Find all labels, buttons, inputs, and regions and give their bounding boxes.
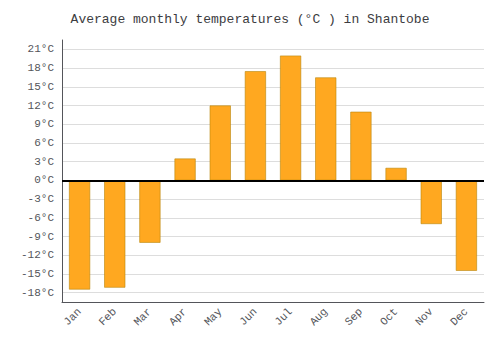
svg-text:-15°C: -15°C: [21, 268, 54, 280]
svg-text:Feb: Feb: [97, 306, 119, 328]
svg-text:Oct: Oct: [378, 306, 400, 328]
svg-text:Mar: Mar: [132, 306, 154, 328]
svg-text:6°C: 6°C: [34, 137, 54, 149]
svg-text:Apr: Apr: [167, 306, 189, 328]
svg-text:Nov: Nov: [413, 305, 436, 328]
svg-text:Aug: Aug: [308, 306, 330, 328]
svg-text:-18°C: -18°C: [21, 287, 54, 299]
svg-text:Jul: Jul: [272, 306, 294, 328]
svg-text:Sep: Sep: [343, 306, 365, 328]
svg-text:18°C: 18°C: [28, 62, 55, 74]
svg-text:Jun: Jun: [237, 306, 259, 328]
svg-text:15°C: 15°C: [28, 81, 55, 93]
svg-text:Dec: Dec: [448, 306, 470, 328]
svg-text:-9°C: -9°C: [28, 231, 55, 243]
svg-text:-12°C: -12°C: [21, 249, 54, 261]
svg-text:21°C: 21°C: [28, 43, 55, 55]
svg-text:0°C: 0°C: [34, 174, 54, 186]
svg-text:9°C: 9°C: [34, 118, 54, 130]
svg-text:-6°C: -6°C: [28, 212, 55, 224]
svg-text:May: May: [202, 305, 225, 328]
svg-text:12°C: 12°C: [28, 100, 55, 112]
svg-text:-3°C: -3°C: [28, 193, 55, 205]
svg-text:Average monthly temperatures (: Average monthly temperatures (°C ) in Sh…: [71, 12, 430, 27]
svg-text:Jan: Jan: [61, 306, 83, 328]
svg-text:3°C: 3°C: [34, 156, 54, 168]
